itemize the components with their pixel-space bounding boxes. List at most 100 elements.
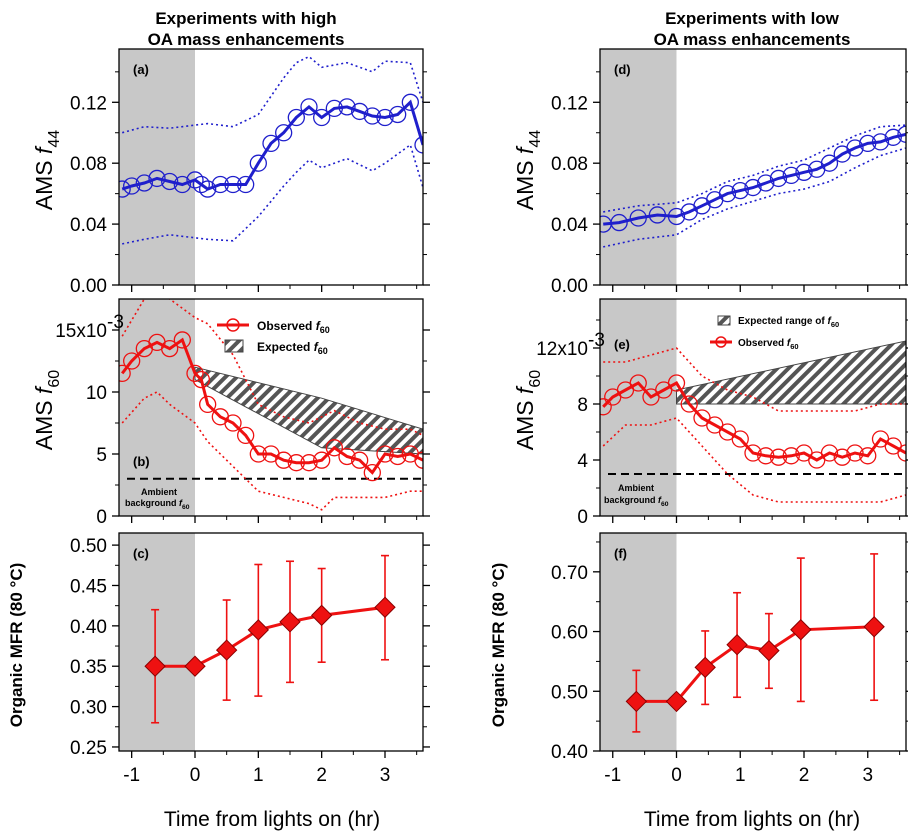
y-exponent: -3 [588,330,605,351]
data-point [389,105,407,124]
data-point [237,426,255,445]
expected-f60-band [194,366,423,455]
data-point [718,184,737,203]
y-tick-label: 0.40 [70,617,107,638]
data-point [363,107,381,125]
panel-label-d: (d) [614,62,631,77]
y-tick-label: 0.50 [70,536,107,557]
data-point [414,451,423,469]
plot-area [625,553,885,733]
data-point [192,370,210,389]
x-tick-label: 2 [316,765,327,786]
data-point [871,133,890,151]
legend-expected-swatch [224,339,244,353]
legend-observed-marker [226,318,240,332]
y-tick-label: 0.04 [551,215,588,236]
legend-observed-label: Observed f60 [257,319,330,335]
data-point [744,178,762,197]
data-point [414,136,423,154]
right-title-line1: Experiments with low [665,9,840,28]
data-point [648,206,667,224]
legend-expected-swatch [717,315,731,326]
data-point [186,364,204,383]
data-point [148,169,166,188]
diamond-marker [790,619,812,641]
data-point [351,451,369,469]
dark-period-shading [119,49,195,285]
y-tick-label: 0.12 [70,93,107,114]
uncertainty-upper-line [121,299,423,437]
y-tick-label: 0.35 [70,657,107,678]
diamond-marker [310,604,333,627]
data-point [351,102,369,121]
x-tick-label: 0 [671,765,682,786]
data-point [199,395,217,414]
left-title-line1: Experiments with high [155,9,336,28]
legend-expected-label: Expected f60 [257,340,328,356]
x-tick-label: 1 [253,765,264,786]
data-point [731,430,749,448]
data-point [744,444,762,462]
ambient-label-2: background f60 [125,498,190,511]
y-tick-label: 4 [577,451,588,472]
panel-label-b: (b) [133,454,150,469]
axes-frame [118,48,424,286]
data-point [833,448,851,466]
y-tick-label: 10 [86,383,107,404]
data-point [795,163,813,181]
ylabel-b: AMS f60 [31,370,63,451]
data-point [782,447,800,465]
diamond-marker [279,611,301,633]
data-point [782,166,800,185]
y-tick-label: 0.45 [70,576,107,597]
data-point [173,331,191,349]
panel-label-a: (a) [133,62,149,77]
data-point [846,139,864,157]
ylabel-d: AMS f44 [512,130,544,211]
data-point [135,174,153,192]
ambient-label-1: Ambient [618,483,654,493]
xlabel-right: Time from lights on (hr) [644,808,860,831]
data-point [161,339,179,358]
data-point [859,447,877,465]
diamond-marker [694,656,716,679]
data-point [667,374,686,392]
ylabel-a: AMS f44 [31,130,63,211]
uncertainty-lower-line [122,143,423,245]
data-point [287,454,305,472]
data-point [119,180,131,198]
data-point [610,213,628,232]
data-point [325,439,343,457]
y-tick-label: 0.08 [70,154,107,175]
main-series-line [121,337,423,475]
panel-a-f44-high: 0.00 0.04 0.08 0.12 (a) [70,48,430,297]
data-point [769,448,788,466]
uncertainty-lower-line [121,391,423,511]
data-point [119,364,131,383]
data-point [237,175,255,194]
y-exponent: -3 [107,312,124,333]
data-point [338,447,356,466]
diamond-marker [758,639,780,662]
data-point [629,209,647,227]
data-point [224,414,242,432]
data-point [186,171,204,189]
dark-period-shading [600,49,677,285]
data-point [300,98,318,116]
data-point [600,398,612,416]
legend-observed-label: Observed f60 [738,338,799,351]
y-tick-label: 0.12 [551,93,588,114]
axes-frame [599,48,907,286]
x-tick-label: -1 [604,765,621,786]
diamond-marker [665,690,688,713]
plot-area [119,299,423,511]
data-point [769,169,788,188]
plot-area [600,340,906,503]
x-tick-label: 0 [190,765,201,786]
panel-c-mfr-high: 0.25 0.30 0.35 0.40 0.45 0.50 -1 0 1 2 3 (c) [70,532,430,786]
plot-area [600,124,906,248]
data-point [300,454,318,472]
x-tick-label: -1 [123,765,140,786]
x-tick-label: 3 [380,765,391,786]
data-point [846,444,864,462]
